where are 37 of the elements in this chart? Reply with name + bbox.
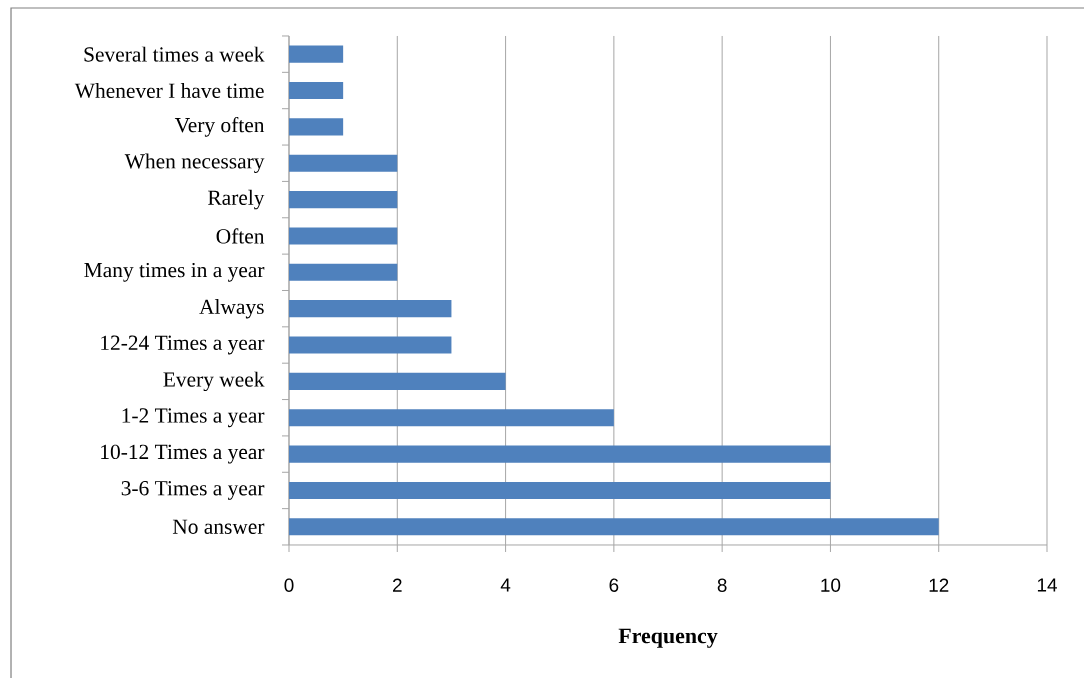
y-tick-label: Always <box>199 298 264 319</box>
bar <box>289 191 398 209</box>
y-tick-label: Often <box>216 228 265 244</box>
x-tick-label: 8 <box>717 578 727 592</box>
x-tick-label: 6 <box>609 578 619 592</box>
bar <box>289 518 939 536</box>
y-tick-label: Rarely <box>208 189 265 210</box>
bar <box>289 263 398 281</box>
bar <box>289 81 344 100</box>
bar <box>289 409 614 427</box>
y-tick-label: Several times a week <box>84 46 265 62</box>
y-tick-label: Many times in a year <box>84 262 265 282</box>
y-tick-label: 10-12 Times a year <box>101 444 265 464</box>
x-tick-label: 4 <box>500 578 511 592</box>
y-tick-label: Whenever I have time <box>74 82 264 99</box>
y-tick-label: 12-24 Times a year <box>101 335 265 355</box>
x-tick-label: 12 <box>929 578 949 592</box>
bar <box>289 45 344 63</box>
x-tick-label: 2 <box>392 578 402 592</box>
bar <box>289 336 452 354</box>
bar <box>289 300 452 318</box>
bar <box>289 227 398 245</box>
y-tick-label: When necessary <box>124 153 265 173</box>
bar <box>289 118 344 136</box>
x-tick-label: 0 <box>284 578 294 592</box>
bar <box>289 154 398 172</box>
y-tick-label: 3-6 Times a year <box>121 481 265 500</box>
x-tick-label: 14 <box>1037 578 1057 592</box>
y-tick-label: 1-2 Times a year <box>122 408 265 428</box>
y-tick-label: Very often <box>174 117 265 137</box>
bar <box>289 481 831 499</box>
x-tick-label: 10 <box>821 578 841 592</box>
bar <box>289 445 831 463</box>
y-tick-label: Every week <box>163 371 265 392</box>
bar <box>289 372 506 390</box>
y-tick-label: No answer <box>172 519 265 534</box>
x-axis-title: Frequency <box>618 628 718 648</box>
